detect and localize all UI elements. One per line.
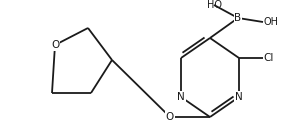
Text: O: O — [51, 40, 59, 50]
Text: Cl: Cl — [263, 53, 273, 63]
Text: OH: OH — [263, 17, 278, 27]
Text: O: O — [166, 112, 174, 122]
Text: N: N — [177, 92, 185, 102]
Text: HO: HO — [206, 0, 221, 10]
Text: B: B — [234, 13, 242, 23]
Text: N: N — [235, 92, 243, 102]
